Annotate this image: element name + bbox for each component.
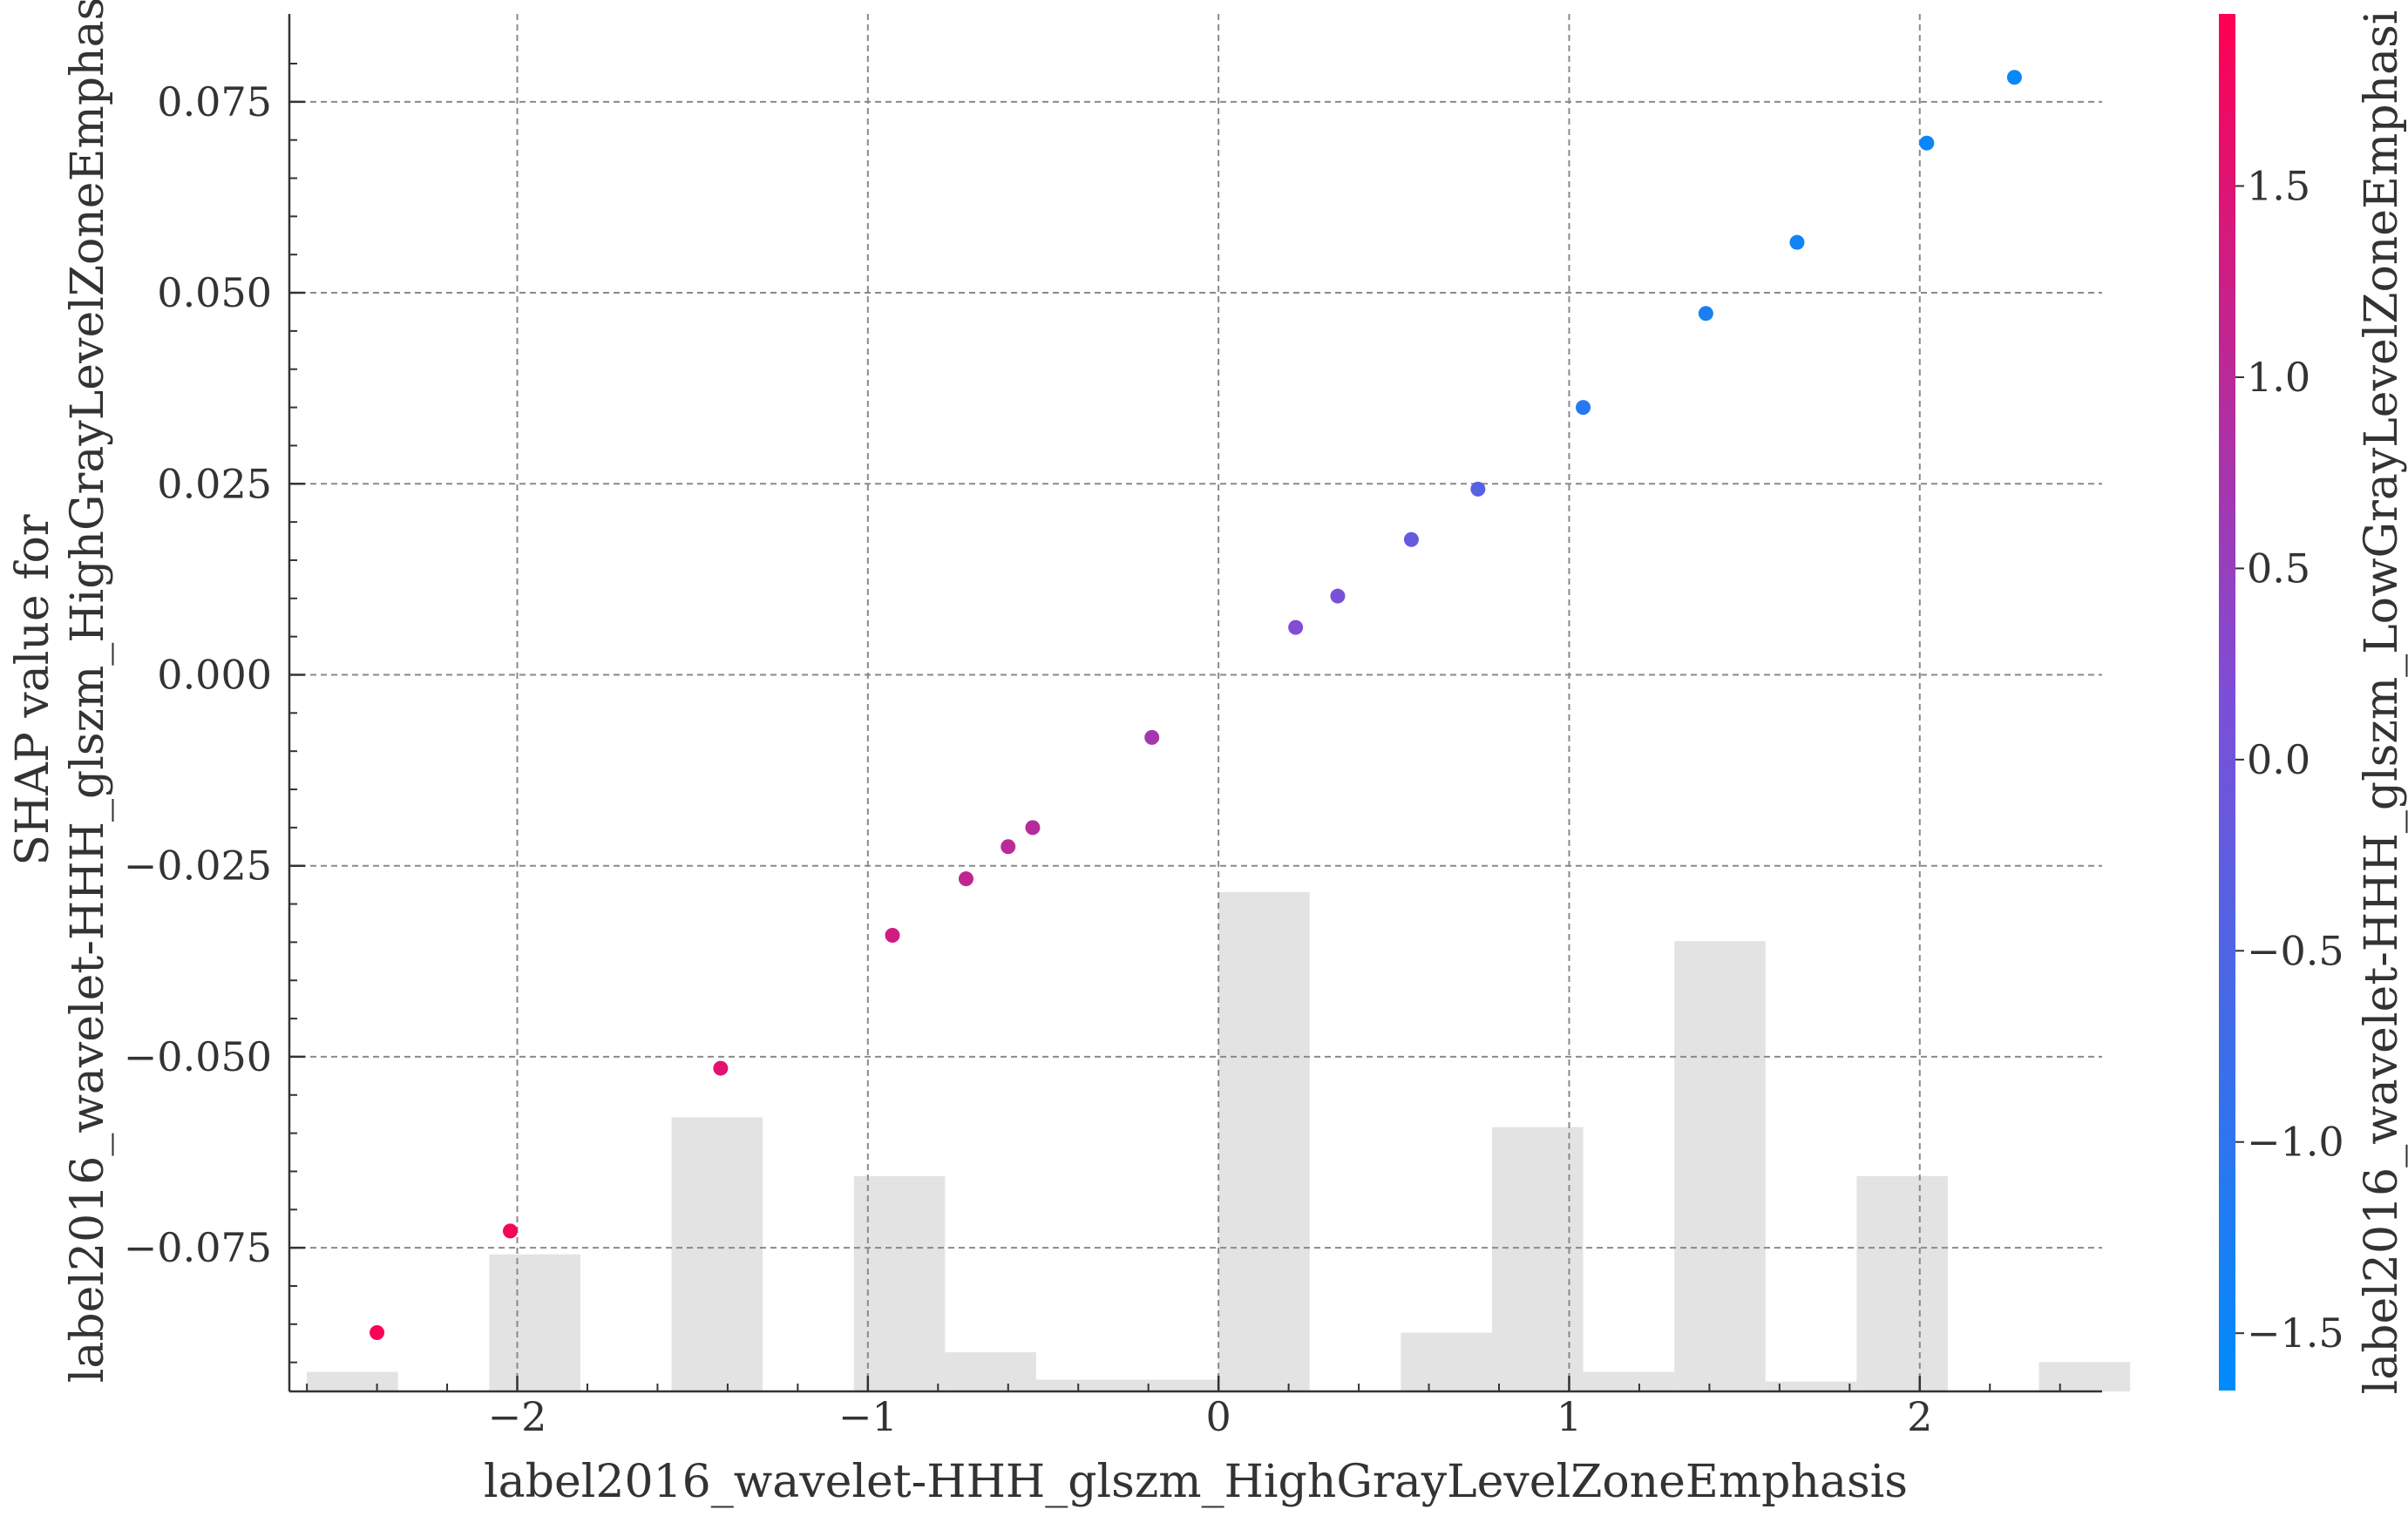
scatter-point: [1698, 306, 1713, 321]
colorbar: −1.5 −1.0 −0.5 0.0 0.5 1.0 1.5: [2219, 14, 2344, 1391]
colorbar-tick-label: 0.0: [2247, 736, 2310, 783]
scatter-point: [1403, 531, 1419, 547]
histogram-bar: [2038, 1362, 2131, 1391]
x-tick-label: 1: [1557, 1393, 1582, 1440]
scatter-point: [1025, 820, 1041, 836]
colorbar-tick-label: −0.5: [2247, 927, 2344, 974]
scatter-point: [885, 928, 900, 944]
scatter-point: [1470, 481, 1486, 497]
scatter-point: [502, 1223, 518, 1239]
scatter-point: [370, 1324, 385, 1340]
x-tick-label: −1: [838, 1393, 898, 1440]
histogram-bar: [1035, 1379, 1128, 1391]
colorbar-title: label2016_wavelet-HHH_glszm_LowGrayLevel…: [2356, 10, 2408, 1395]
axes: [288, 14, 2102, 1393]
histogram-bar: [1218, 892, 1310, 1391]
x-tick-label: −2: [488, 1393, 547, 1440]
tick-labels: −2 −1 0 1 2 −0.075 −0.050 −0.025 0.000 0.025 0.050…: [124, 78, 1933, 1440]
y-axis-title-line1: SHAP value for: [7, 514, 59, 865]
y-tick-label: −0.050: [124, 1033, 272, 1080]
y-tick-label: 0.050: [157, 269, 272, 316]
scatter-point: [1576, 400, 1591, 416]
scatter-point: [713, 1060, 729, 1076]
y-tick-label: 0.025: [157, 460, 272, 507]
histogram-bar: [945, 1352, 1036, 1391]
colorbar-tick-label: −1.5: [2247, 1310, 2344, 1357]
y-tick-label: −0.025: [124, 843, 272, 890]
colorbar-tick-label: 1.0: [2247, 354, 2310, 401]
scatter-points: [370, 70, 2022, 1340]
histogram-bar: [1765, 1381, 1857, 1391]
histogram-bar: [307, 1371, 398, 1391]
histogram-bar: [1401, 1332, 1492, 1391]
colorbar-tick-label: 0.5: [2247, 545, 2310, 592]
colorbar-tick-label: −1.0: [2247, 1119, 2344, 1166]
colorbar-tick-label: 1.5: [2247, 163, 2310, 210]
scatter-point: [1001, 839, 1016, 855]
y-axis-title-line2: label2016_wavelet-HHH_glszm_HighGrayLeve…: [62, 0, 114, 1383]
scatter-point: [2006, 70, 2022, 85]
scatter-point: [1144, 729, 1160, 745]
histogram-bar: [1583, 1371, 1675, 1391]
x-tick-label: 2: [1907, 1393, 1932, 1440]
y-tick-label: 0.075: [157, 78, 272, 125]
histogram-bar: [1127, 1379, 1219, 1391]
histogram-bar: [853, 1175, 946, 1391]
grid: [289, 14, 2102, 1391]
histogram-bar: [1491, 1127, 1584, 1391]
y-tick-label: −0.075: [124, 1224, 272, 1271]
scatter-point: [1330, 588, 1346, 604]
histogram-bar: [1856, 1175, 1948, 1391]
histogram-bar: [671, 1117, 763, 1391]
scatter-point: [1288, 619, 1304, 635]
histogram-bar: [1674, 941, 1766, 1391]
x-axis-title: label2016_wavelet-HHH_glszm_HighGrayLeve…: [484, 1456, 1908, 1508]
scatter-point: [958, 871, 973, 887]
y-tick-label: 0.000: [157, 651, 272, 698]
colorbar-gradient: [2219, 14, 2235, 1391]
scatter-point: [1919, 135, 1935, 151]
x-tick-label: 0: [1206, 1393, 1231, 1440]
histogram-bar: [489, 1254, 580, 1391]
scatter-point: [1789, 234, 1805, 250]
histogram: [307, 892, 2131, 1391]
